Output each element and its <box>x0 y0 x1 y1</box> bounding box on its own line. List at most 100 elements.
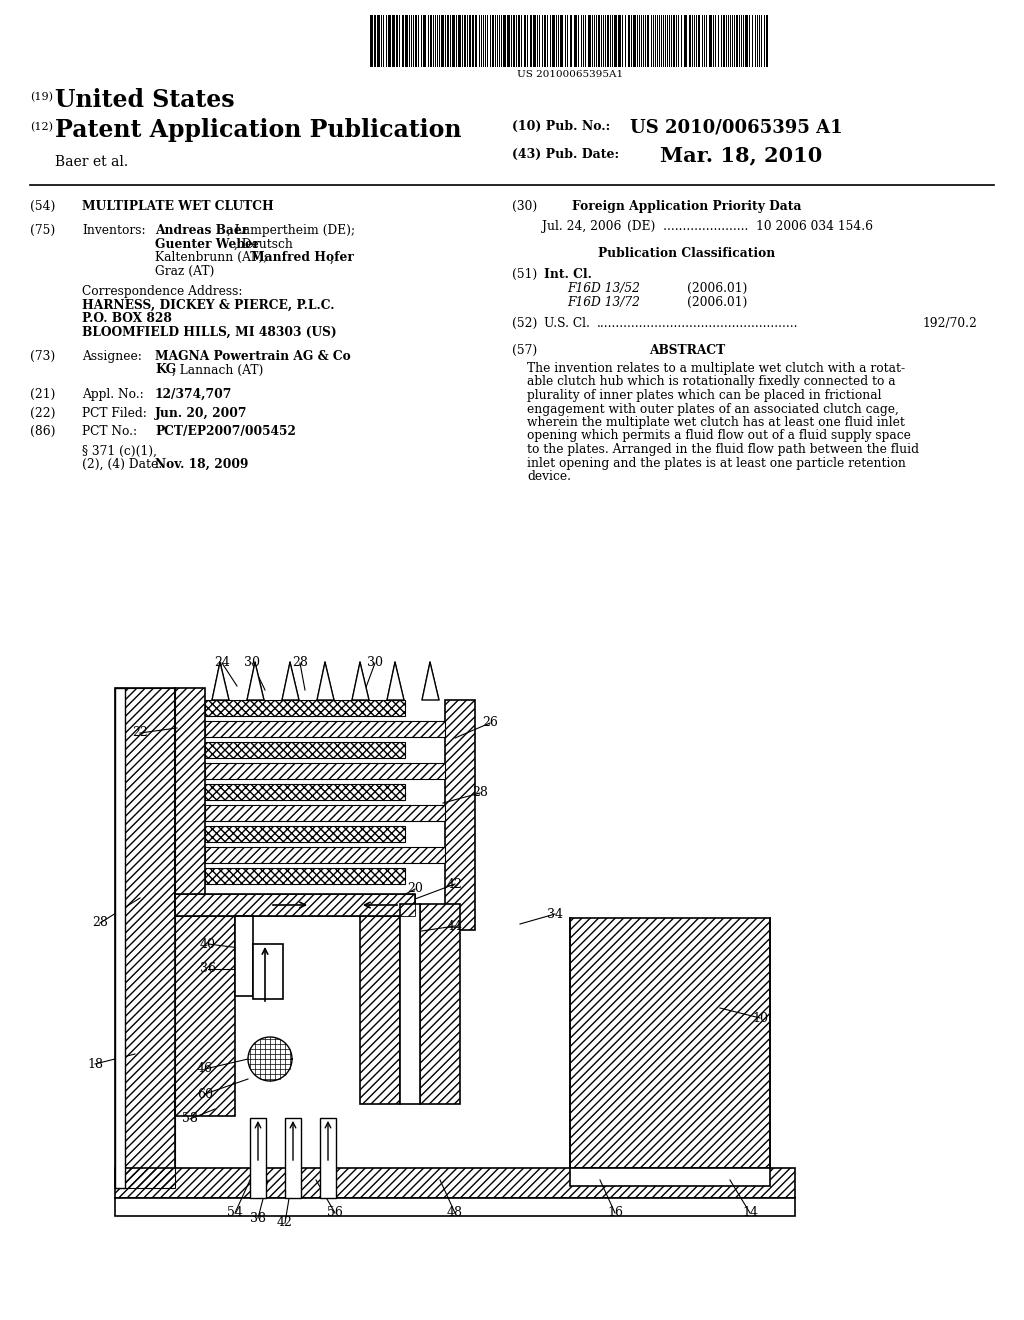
Bar <box>736 15 738 67</box>
Bar <box>745 15 748 67</box>
Text: Andreas Baer: Andreas Baer <box>155 224 248 238</box>
Text: (30): (30) <box>512 201 538 213</box>
Text: 10: 10 <box>752 1011 768 1024</box>
Text: F16D 13/52: F16D 13/52 <box>567 282 640 296</box>
Polygon shape <box>422 663 439 700</box>
Text: , Lampertheim (DE);: , Lampertheim (DE); <box>227 224 355 238</box>
Text: 48: 48 <box>447 1206 463 1220</box>
Polygon shape <box>400 924 420 1084</box>
Text: MULTIPLATE WET CLUTCH: MULTIPLATE WET CLUTCH <box>82 201 273 213</box>
Text: inlet opening and the plates is at least one particle retention: inlet opening and the plates is at least… <box>527 457 906 470</box>
Bar <box>406 15 408 67</box>
Text: 56: 56 <box>327 1206 343 1220</box>
Bar <box>647 15 649 67</box>
Bar <box>285 1118 301 1199</box>
Text: 22: 22 <box>132 726 147 739</box>
Bar <box>205 869 406 884</box>
Text: 14: 14 <box>742 1206 758 1220</box>
Bar <box>420 904 460 1104</box>
Text: 20: 20 <box>408 883 423 895</box>
Bar <box>518 15 520 67</box>
Text: HARNESS, DICKEY & PIERCE, P.L.C.: HARNESS, DICKEY & PIERCE, P.L.C. <box>82 298 335 312</box>
Text: (75): (75) <box>30 224 55 238</box>
Text: 40: 40 <box>200 937 216 950</box>
Text: plurality of inner plates which can be placed in frictional: plurality of inner plates which can be p… <box>527 389 882 403</box>
Text: 28: 28 <box>292 656 308 669</box>
Bar <box>388 15 391 67</box>
Text: 16: 16 <box>607 1206 623 1220</box>
Text: ....................................................: ........................................… <box>597 317 799 330</box>
Text: ,: , <box>330 251 334 264</box>
Text: Publication Classification: Publication Classification <box>598 247 775 260</box>
Bar <box>534 15 536 67</box>
Text: (86): (86) <box>30 425 55 438</box>
Text: Jul. 24, 2006: Jul. 24, 2006 <box>542 220 622 234</box>
Bar <box>115 1199 795 1216</box>
Text: Correspondence Address:: Correspondence Address: <box>82 285 243 298</box>
Bar <box>205 763 445 779</box>
Bar <box>374 15 376 67</box>
Text: KG: KG <box>155 363 176 376</box>
Bar <box>370 15 373 67</box>
Text: 54: 54 <box>227 1206 243 1220</box>
Text: 26: 26 <box>482 717 498 730</box>
Text: 46: 46 <box>197 1063 213 1076</box>
Bar <box>588 15 591 67</box>
Bar <box>607 15 609 67</box>
Bar <box>175 916 234 1115</box>
Text: , Deutsch: , Deutsch <box>234 238 293 251</box>
Bar <box>175 894 415 916</box>
Text: US 2010/0065395 A1: US 2010/0065395 A1 <box>630 117 843 136</box>
Text: ABSTRACT: ABSTRACT <box>649 345 725 358</box>
Bar <box>458 15 461 67</box>
Text: US 20100065395A1: US 20100065395A1 <box>517 70 623 79</box>
Bar <box>469 15 471 67</box>
Text: 36: 36 <box>200 962 216 975</box>
Text: (73): (73) <box>30 350 55 363</box>
Text: (51): (51) <box>512 268 538 281</box>
Text: 12/374,707: 12/374,707 <box>155 388 232 401</box>
Text: 192/70.2: 192/70.2 <box>923 317 977 330</box>
Bar <box>709 15 712 67</box>
Bar <box>205 805 445 821</box>
Text: Appl. No.:: Appl. No.: <box>82 388 143 401</box>
Polygon shape <box>387 663 404 700</box>
Bar <box>445 700 475 931</box>
Bar <box>698 15 700 67</box>
Bar <box>250 1118 266 1199</box>
Bar <box>560 15 563 67</box>
Text: (22): (22) <box>30 407 55 420</box>
Text: F16D 13/72: F16D 13/72 <box>567 296 640 309</box>
Bar <box>570 15 572 67</box>
Text: Mar. 18, 2010: Mar. 18, 2010 <box>660 145 822 165</box>
Bar <box>689 15 691 67</box>
Bar <box>614 15 617 67</box>
Bar <box>633 15 636 67</box>
Bar <box>464 15 466 67</box>
Text: Guenter Weber: Guenter Weber <box>155 238 259 251</box>
Bar <box>115 688 125 1188</box>
Text: Baer et al.: Baer et al. <box>55 154 128 169</box>
Text: 28: 28 <box>472 787 488 800</box>
Bar <box>766 15 768 67</box>
Text: 38: 38 <box>250 1212 266 1225</box>
Bar <box>377 15 380 67</box>
Bar <box>360 904 400 1104</box>
Text: engagement with outer plates of an associated clutch cage,: engagement with outer plates of an assoc… <box>527 403 899 416</box>
Bar <box>524 15 526 67</box>
Text: (2), (4) Date:: (2), (4) Date: <box>82 458 163 471</box>
Bar <box>115 1168 795 1199</box>
Bar <box>492 15 494 67</box>
Text: 30: 30 <box>367 656 383 669</box>
Text: (57): (57) <box>512 345 538 358</box>
Bar <box>234 916 253 997</box>
Text: U.S. Cl.: U.S. Cl. <box>544 317 590 330</box>
Bar <box>319 1118 336 1199</box>
Polygon shape <box>317 663 334 700</box>
Text: 30: 30 <box>244 656 260 669</box>
Bar <box>115 688 175 1188</box>
Bar <box>598 15 600 67</box>
Text: Assignee:: Assignee: <box>82 350 142 363</box>
Bar <box>503 15 506 67</box>
Bar <box>402 15 404 67</box>
